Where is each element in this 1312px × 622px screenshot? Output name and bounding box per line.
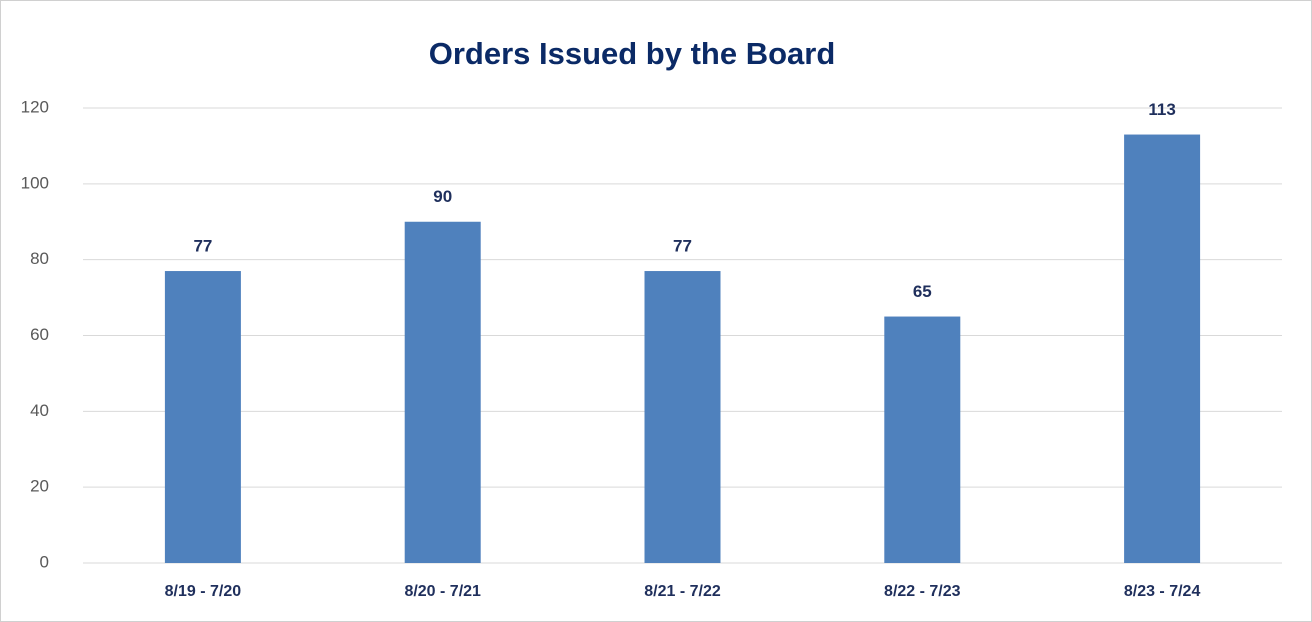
x-tick-label: 8/20 - 7/21	[404, 583, 481, 600]
y-tick-label: 80	[30, 249, 49, 268]
y-tick-label: 60	[30, 325, 49, 344]
chart-title: Orders Issued by the Board	[429, 36, 836, 71]
bar	[404, 221, 481, 563]
y-tick-label: 100	[21, 173, 49, 192]
value-label: 113	[1148, 100, 1175, 119]
y-tick-label: 120	[21, 97, 49, 116]
y-tick-label: 0	[40, 552, 49, 571]
value-label: 90	[433, 187, 452, 206]
value-label: 65	[913, 282, 932, 301]
bar	[164, 271, 241, 563]
x-tick-label: 8/22 - 7/23	[884, 583, 961, 600]
x-tick-label: 8/19 - 7/20	[165, 583, 242, 600]
y-tick-label: 20	[30, 477, 49, 496]
x-tick-label: 8/23 - 7/24	[1124, 583, 1201, 600]
x-tick-label: 8/21 - 7/22	[644, 583, 721, 600]
y-tick-label: 40	[30, 401, 49, 420]
bar	[1124, 134, 1201, 563]
bar	[884, 316, 961, 563]
value-label: 77	[673, 237, 692, 256]
bar	[644, 271, 721, 563]
value-label: 77	[193, 237, 212, 256]
